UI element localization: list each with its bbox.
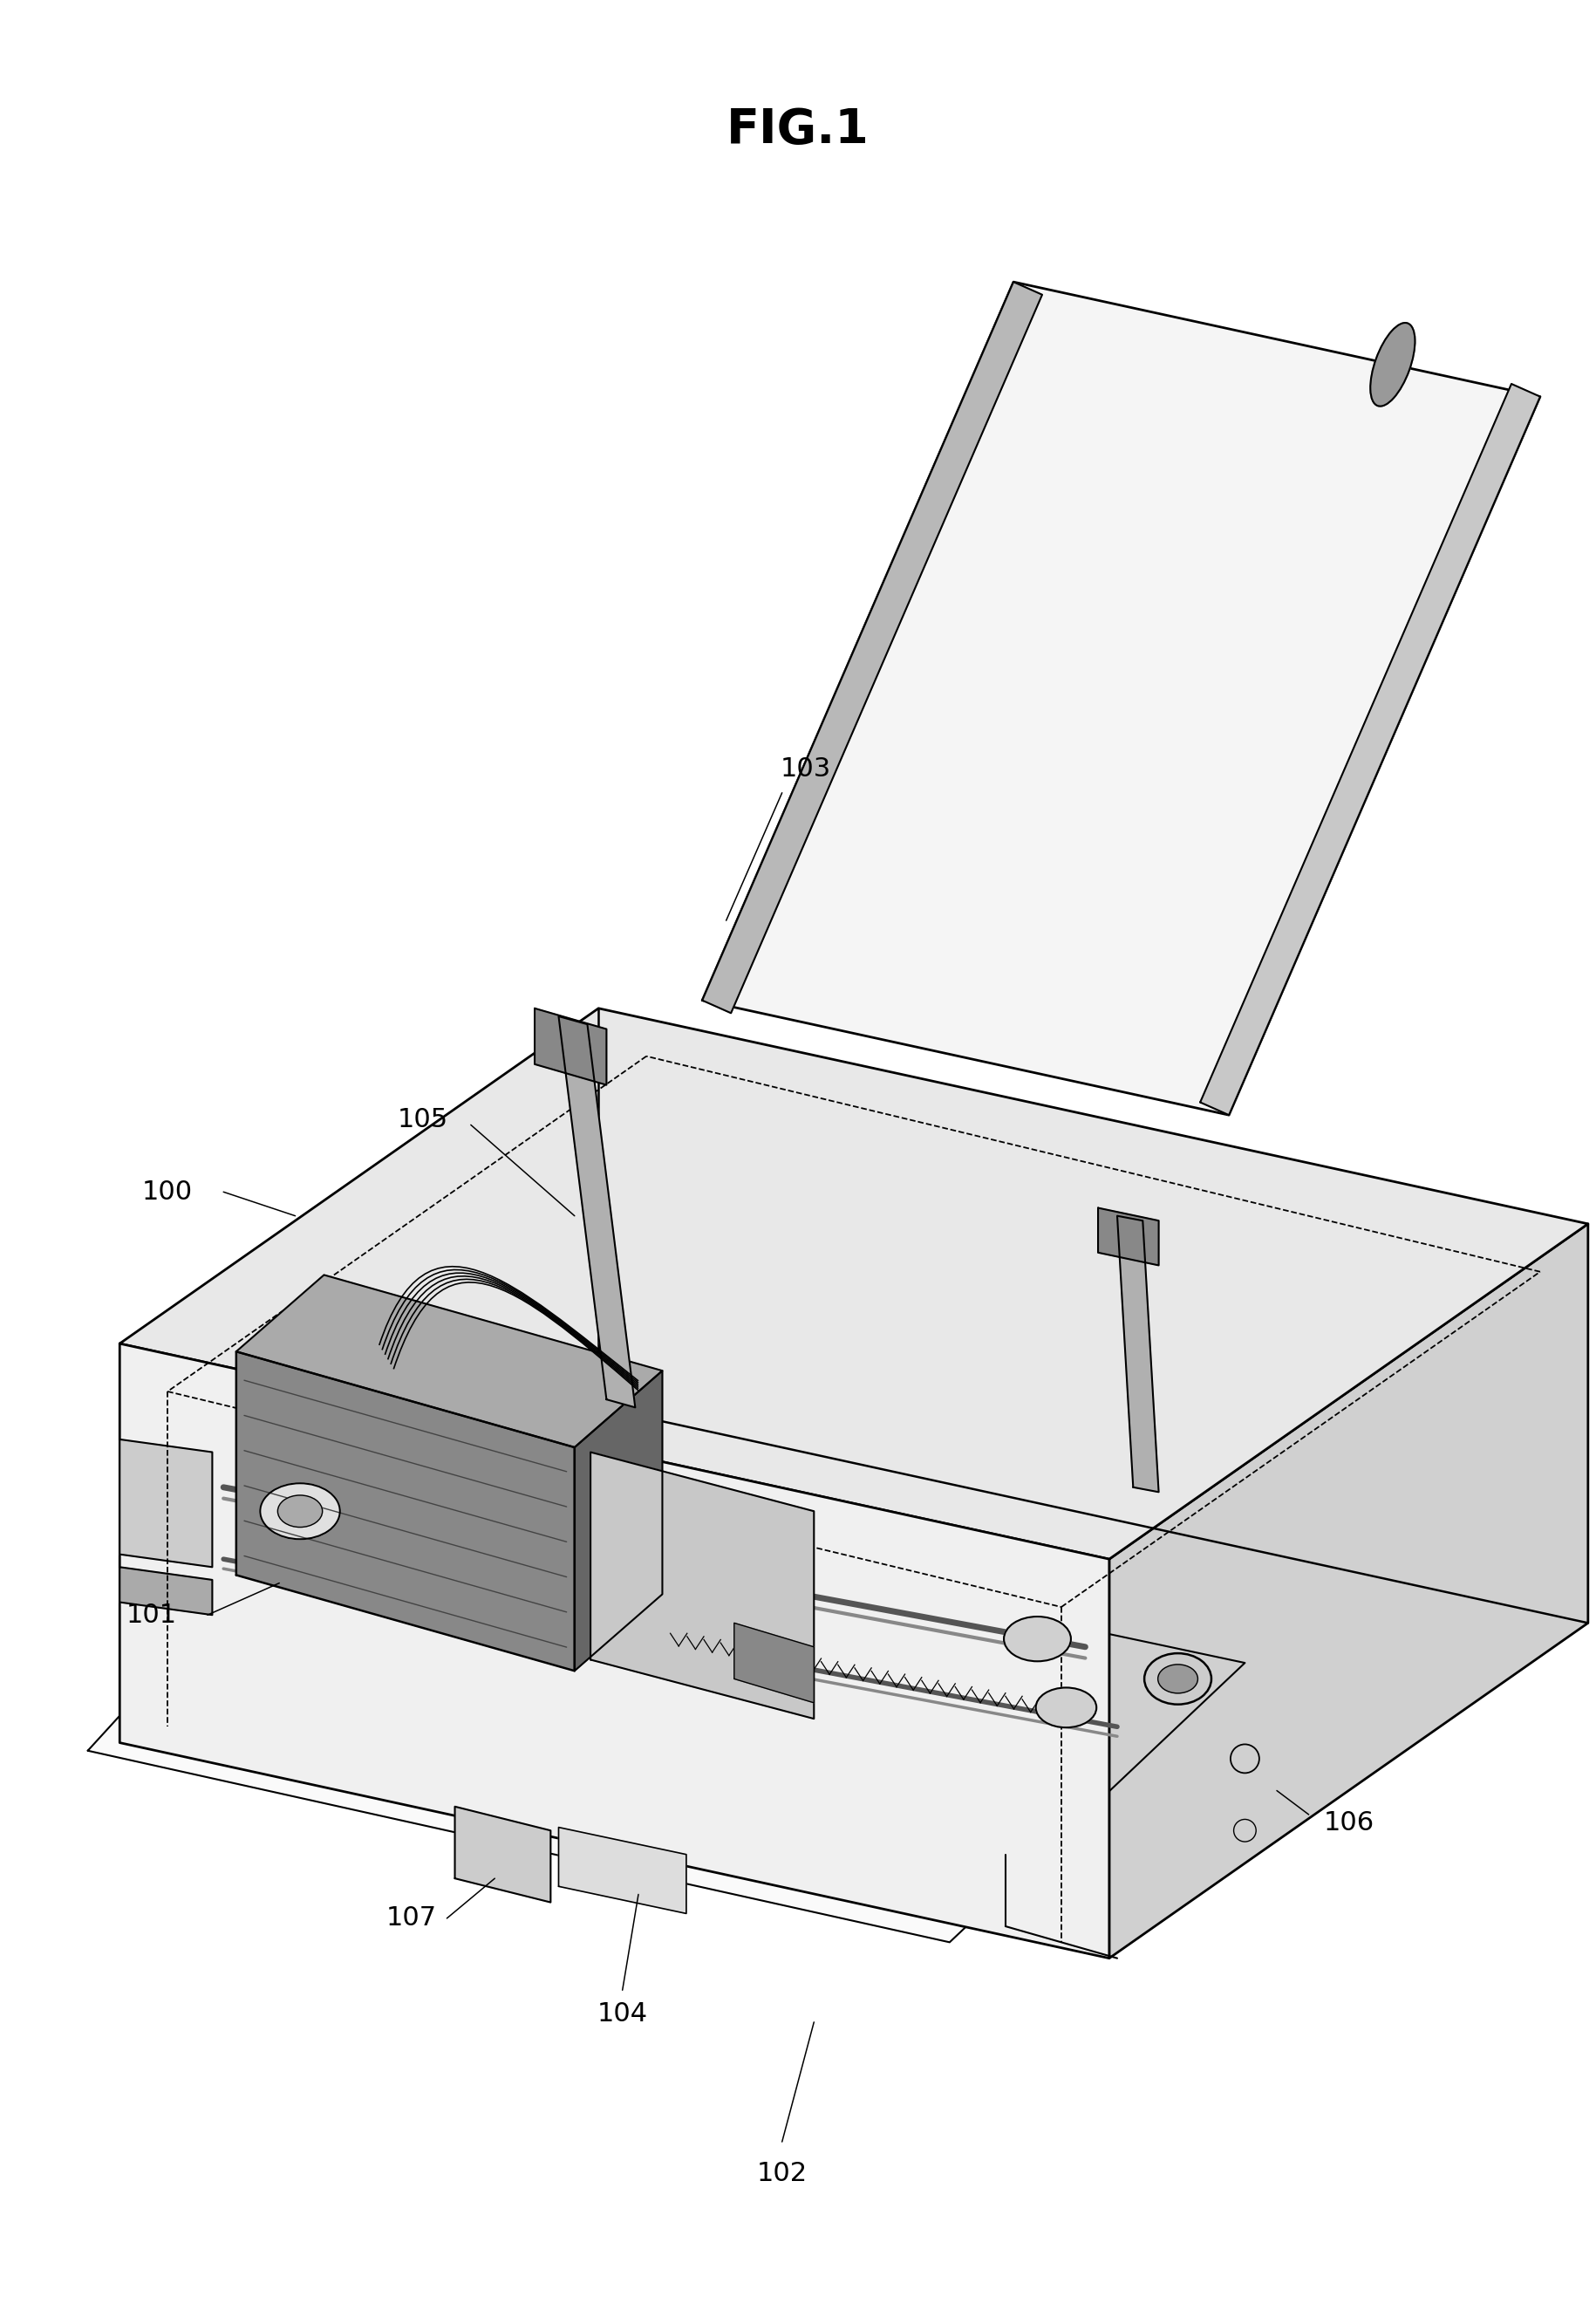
Polygon shape <box>575 1371 662 1670</box>
Polygon shape <box>120 1567 212 1615</box>
Text: 101: 101 <box>126 1601 177 1627</box>
Text: 102: 102 <box>757 2161 808 2186</box>
Text: 103: 103 <box>780 756 832 781</box>
Polygon shape <box>559 1827 686 1915</box>
Polygon shape <box>702 281 1042 1014</box>
Polygon shape <box>120 1343 1109 1958</box>
Polygon shape <box>702 281 1540 1115</box>
Polygon shape <box>1200 385 1540 1115</box>
Text: 105: 105 <box>397 1108 448 1134</box>
Polygon shape <box>120 1440 212 1567</box>
Polygon shape <box>1117 1217 1159 1493</box>
Text: FIG.1: FIG.1 <box>726 106 870 154</box>
Ellipse shape <box>1004 1617 1071 1661</box>
Text: 100: 100 <box>142 1180 193 1205</box>
Text: 107: 107 <box>386 1905 437 1931</box>
Text: 106: 106 <box>1323 1811 1374 1836</box>
Polygon shape <box>535 1009 606 1085</box>
Polygon shape <box>1098 1207 1159 1265</box>
Text: 104: 104 <box>597 2002 648 2028</box>
Ellipse shape <box>260 1484 340 1539</box>
Ellipse shape <box>1144 1654 1211 1705</box>
Polygon shape <box>1109 1223 1588 1958</box>
Ellipse shape <box>278 1495 322 1528</box>
Polygon shape <box>591 1452 814 1719</box>
Polygon shape <box>734 1622 814 1703</box>
Ellipse shape <box>1371 323 1416 406</box>
Ellipse shape <box>1036 1687 1096 1728</box>
Polygon shape <box>236 1274 662 1447</box>
Polygon shape <box>120 1009 1588 1560</box>
Polygon shape <box>88 1472 1245 1942</box>
Polygon shape <box>236 1352 575 1670</box>
Ellipse shape <box>1159 1663 1197 1693</box>
Polygon shape <box>559 1016 635 1408</box>
Polygon shape <box>455 1806 551 1903</box>
